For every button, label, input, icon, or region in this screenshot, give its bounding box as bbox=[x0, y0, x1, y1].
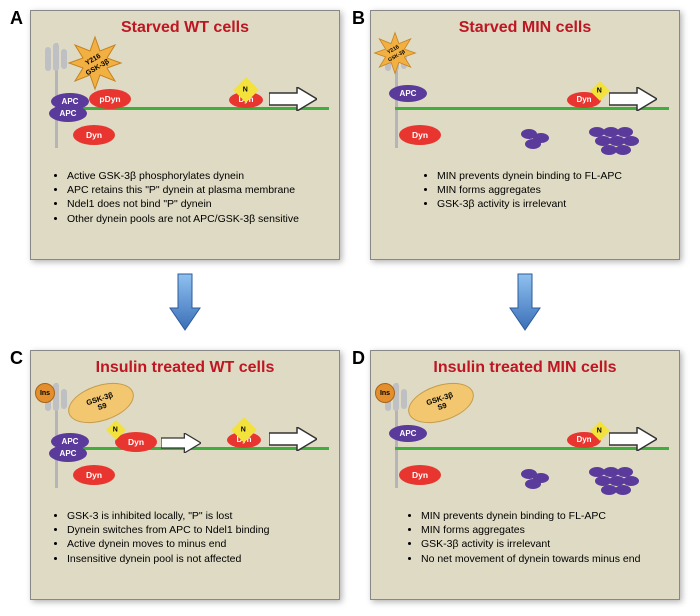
bullet: Active dynein moves to minus end bbox=[67, 537, 325, 551]
apc-complex: APC APC bbox=[49, 93, 93, 123]
panel-d-bullets: MIN prevents dynein binding to FL-APC MI… bbox=[371, 505, 679, 572]
motion-arrow-icon bbox=[609, 87, 657, 111]
panel-b: Starved MIN cells Y216 GSK-3β APC Dyn Dy… bbox=[370, 10, 680, 260]
motion-arrow-icon bbox=[269, 87, 317, 111]
gsk3b-active-icon: Y216 GSK-3β bbox=[373, 31, 417, 75]
apc-label: APC bbox=[389, 85, 427, 102]
panel-b-bullets: MIN prevents dynein binding to FL-APC MI… bbox=[371, 165, 679, 218]
panel-letter-d: D bbox=[352, 348, 365, 369]
panel-letter-a: A bbox=[10, 8, 23, 29]
bullet: GSK-3β activity is irrelevant bbox=[437, 197, 665, 211]
gsk3b-inhibited-icon: GSK-3β S9 bbox=[63, 375, 139, 430]
panel-a-diagram: Y216 GSK-3β APC APC pDyn Dyn Dyn N bbox=[31, 37, 339, 165]
flow-arrow-icon bbox=[508, 272, 542, 332]
bullet: MIN forms aggregates bbox=[421, 523, 665, 537]
panel-c: Insulin treated WT cells Ins GSK-3β S9 A… bbox=[30, 350, 340, 600]
apc-label: APC bbox=[389, 425, 427, 442]
dyn-label: Dyn bbox=[115, 432, 157, 452]
motion-arrow-icon bbox=[609, 427, 657, 451]
bullet: Dynein switches from APC to Ndel1 bindin… bbox=[67, 523, 325, 537]
panel-d-title: Insulin treated MIN cells bbox=[371, 359, 679, 377]
bullet: GSK-3 is inhibited locally, "P" is lost bbox=[67, 509, 325, 523]
gsk3b-active-icon: Y216 GSK-3β bbox=[67, 35, 123, 91]
motion-arrow-icon bbox=[269, 427, 317, 451]
panel-letter-c: C bbox=[10, 348, 23, 369]
bullet: Ndel1 does not bind "P" dynein bbox=[67, 197, 325, 211]
bullet: MIN prevents dynein binding to FL-APC bbox=[421, 509, 665, 523]
apc-label: APC bbox=[49, 105, 87, 122]
panel-b-title: Starved MIN cells bbox=[371, 19, 679, 37]
panel-a: Starved WT cells Y216 GSK-3β APC APC pDy… bbox=[30, 10, 340, 260]
gsk3b-inhibited-icon: GSK-3β S9 bbox=[403, 375, 479, 430]
panel-c-title: Insulin treated WT cells bbox=[31, 359, 339, 377]
motion-arrow-icon bbox=[161, 433, 201, 453]
apc-complex: APC bbox=[389, 85, 433, 115]
apc-label: APC bbox=[49, 445, 87, 462]
bullet: Other dynein pools are not APC/GSK-3β se… bbox=[67, 212, 325, 226]
panel-c-diagram: Ins GSK-3β S9 APC APC Dyn Dyn N Dyn N bbox=[31, 377, 339, 505]
apc-complex: APC bbox=[389, 425, 433, 455]
bullet: MIN forms aggregates bbox=[437, 183, 665, 197]
bullet: GSK-3β activity is irrelevant bbox=[421, 537, 665, 551]
dyn-label: Dyn bbox=[399, 125, 441, 145]
panel-c-bullets: GSK-3 is inhibited locally, "P" is lost … bbox=[31, 505, 339, 572]
bullet: No net movement of dynein towards minus … bbox=[421, 552, 665, 566]
panel-d: Insulin treated MIN cells Ins GSK-3β S9 … bbox=[370, 350, 680, 600]
insulin-icon: Ins bbox=[375, 383, 395, 403]
bullet: Active GSK-3β phosphorylates dynein bbox=[67, 169, 325, 183]
dyn-label: Dyn bbox=[73, 465, 115, 485]
bullet: MIN prevents dynein binding to FL-APC bbox=[437, 169, 665, 183]
panel-b-diagram: Y216 GSK-3β APC Dyn Dyn N bbox=[371, 37, 679, 165]
bullet: APC retains this "P" dynein at plasma me… bbox=[67, 183, 325, 197]
apc-complex: APC APC bbox=[49, 433, 93, 463]
panel-letter-b: B bbox=[352, 8, 365, 29]
dyn-label: Dyn bbox=[73, 125, 115, 145]
bullet: Insensitive dynein pool is not affected bbox=[67, 552, 325, 566]
pdyn-label: pDyn bbox=[89, 89, 131, 109]
flow-arrow-icon bbox=[168, 272, 202, 332]
panel-a-bullets: Active GSK-3β phosphorylates dynein APC … bbox=[31, 165, 339, 232]
insulin-icon: Ins bbox=[35, 383, 55, 403]
dyn-label: Dyn bbox=[399, 465, 441, 485]
panel-d-diagram: Ins GSK-3β S9 APC Dyn Dyn N bbox=[371, 377, 679, 505]
